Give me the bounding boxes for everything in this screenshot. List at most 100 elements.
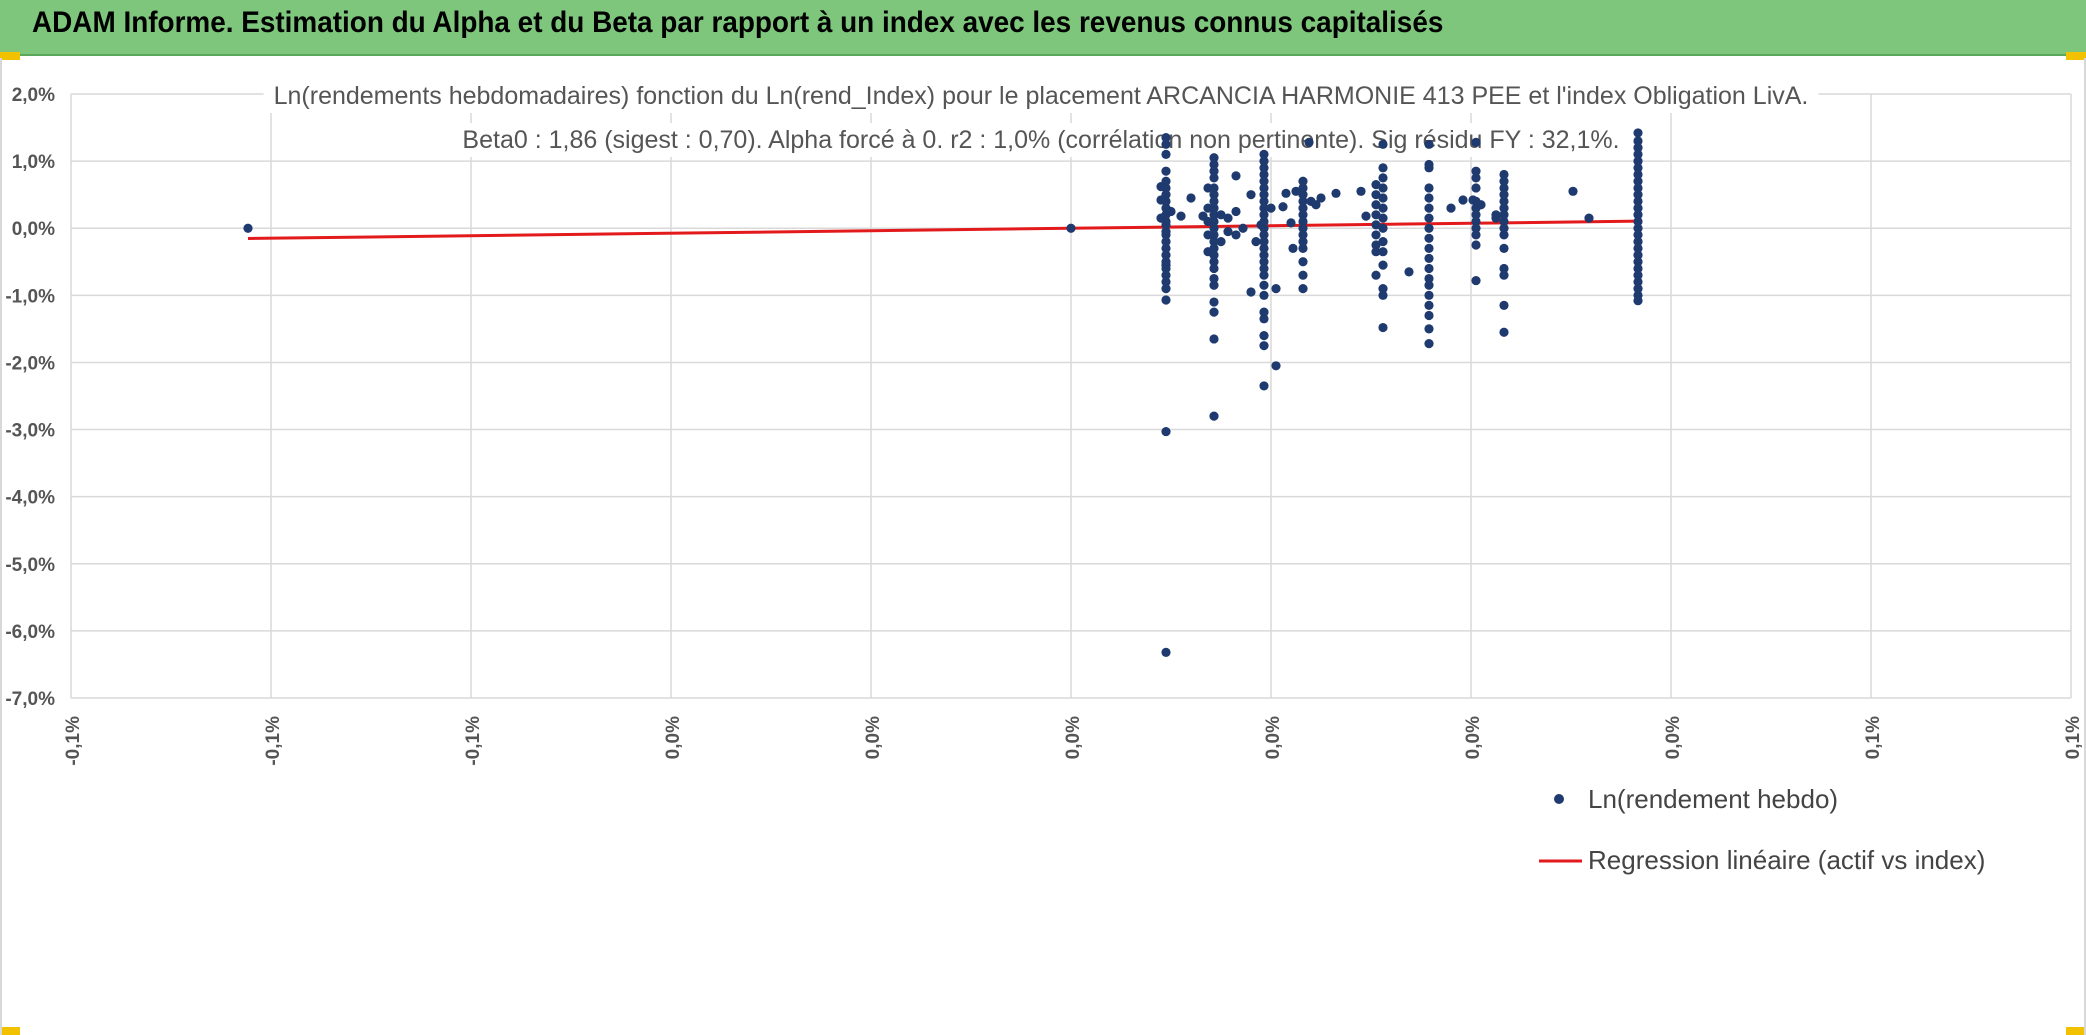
data-point (1161, 270, 1171, 280)
x-tick-label: -0,1% (263, 716, 284, 766)
y-tick-label: -3,0% (5, 421, 55, 442)
data-point (1259, 290, 1269, 300)
data-point (1209, 257, 1219, 267)
data-point (1281, 188, 1291, 198)
grid (70, 93, 2072, 699)
data-point (1161, 263, 1171, 274)
data-point (1209, 280, 1219, 290)
data-point (1633, 270, 1643, 280)
x-tick-label: 0,1% (2063, 716, 2084, 759)
data-point (1371, 200, 1381, 210)
data-point (1066, 223, 1076, 233)
data-point (1633, 263, 1643, 274)
legend-label-regression: Regression linéaire (actif vs index) (1588, 845, 1985, 875)
data-point (1499, 196, 1509, 206)
data-point (1633, 296, 1643, 306)
data-point (1633, 250, 1643, 260)
data-point (1424, 324, 1434, 334)
data-point (1499, 327, 1509, 337)
data-point (1186, 193, 1196, 203)
data-point (1209, 159, 1219, 170)
data-point (1633, 128, 1643, 138)
y-tick-label: -4,0% (5, 488, 55, 509)
x-tick-label: 0,1% (1863, 716, 1884, 759)
regression-line-segment (247, 219, 1639, 240)
data-point (1404, 267, 1414, 277)
data-point (1251, 237, 1261, 247)
x-tick-label: 0,0% (863, 716, 884, 759)
data-point (1378, 260, 1388, 270)
data-point (1259, 331, 1269, 341)
data-point (1161, 284, 1171, 294)
data-point (1271, 361, 1281, 371)
data-point (1161, 237, 1171, 247)
data-point (1259, 223, 1269, 233)
data-point (1424, 213, 1434, 223)
data-point (1633, 156, 1643, 166)
data-point (1371, 240, 1381, 250)
data-point (1468, 195, 1478, 205)
data-point (1259, 196, 1269, 206)
data-point (1298, 243, 1308, 253)
data-point (1633, 190, 1643, 200)
data-point (1259, 307, 1269, 317)
data-point (1378, 193, 1388, 203)
data-point (1231, 171, 1241, 181)
data-point (1259, 156, 1269, 166)
data-point (1424, 280, 1434, 290)
data-point (1499, 243, 1509, 253)
data-point (1371, 180, 1381, 190)
data-point (1209, 153, 1219, 163)
data-point (1231, 206, 1241, 217)
data-point (1156, 195, 1166, 205)
data-point (1471, 210, 1481, 220)
legend-label-points: Ln(rendement hebdo) (1588, 784, 1838, 814)
data-point (1298, 237, 1308, 247)
data-point (1209, 196, 1219, 206)
data-point (1161, 426, 1171, 437)
data-point (1209, 237, 1219, 247)
data-point (1278, 202, 1288, 212)
data-point (1633, 223, 1643, 233)
data-point (1424, 183, 1434, 193)
data-point (1424, 203, 1434, 213)
data-point (1633, 203, 1643, 213)
report-header: ADAM Informe. Estimation du Alpha et du … (0, 0, 2086, 56)
data-point (1176, 211, 1186, 221)
data-point (1378, 183, 1388, 193)
y-tick-label: -7,0% (5, 689, 55, 710)
data-point (1633, 136, 1643, 146)
data-point (1298, 203, 1308, 213)
data-point (1223, 226, 1233, 237)
data-point (1203, 203, 1213, 213)
data-point (1633, 284, 1643, 294)
data-point (1378, 290, 1388, 300)
data-point (1161, 166, 1171, 176)
data-point (1259, 243, 1269, 253)
data-point (1356, 186, 1366, 196)
data-point (1298, 216, 1308, 227)
axes: -0,1% -0,1% -0,1% 0,0% 0,0% 0,0% 0,0% 0,0% 0,0% 0… (5, 85, 2084, 766)
y-tick-label: 2,0% (12, 85, 55, 106)
data-point (1298, 196, 1308, 206)
y-tick-label: -1,0% (5, 286, 55, 307)
data-point (1246, 287, 1256, 297)
data-point (1499, 300, 1509, 310)
data-point (1471, 230, 1481, 240)
data-point (1209, 223, 1219, 233)
data-point (1633, 210, 1643, 220)
data-point (1424, 253, 1434, 264)
data-point (1371, 190, 1381, 200)
data-point (1203, 183, 1213, 193)
data-point (1231, 230, 1241, 240)
chart-title-background (263, 79, 1819, 113)
x-tick-label: 0,0% (1063, 716, 1084, 759)
data-point (1259, 381, 1269, 391)
data-point (1499, 176, 1509, 186)
legend-marker-points (1554, 794, 1564, 804)
chart-subtitle: Beta0 : 1,86 (sigest : 0,70). Alpha forc… (462, 126, 1619, 154)
data-point (1633, 176, 1643, 186)
data-point (1286, 218, 1296, 228)
data-point (1499, 183, 1509, 193)
data-point (1633, 149, 1643, 159)
